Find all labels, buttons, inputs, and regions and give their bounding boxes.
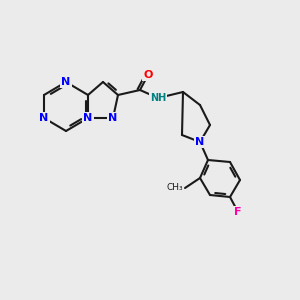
Text: N: N	[108, 113, 118, 123]
Text: N: N	[83, 113, 93, 123]
Text: N: N	[61, 77, 70, 87]
Text: N: N	[195, 137, 205, 147]
Text: NH: NH	[150, 93, 166, 103]
Text: F: F	[234, 207, 242, 217]
Text: CH₃: CH₃	[167, 184, 183, 193]
Text: N: N	[39, 113, 49, 123]
Text: O: O	[143, 70, 153, 80]
